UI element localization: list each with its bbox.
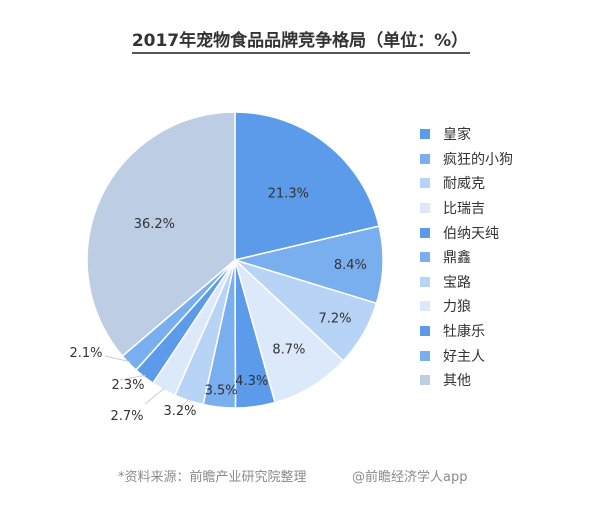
source-note: *资料来源：前瞻产业研究院整理 bbox=[118, 470, 307, 485]
legend-swatch bbox=[420, 375, 430, 386]
legend-item-4: 比瑞吉 bbox=[420, 196, 513, 221]
legend-label: 好主人 bbox=[443, 348, 485, 365]
slice-label-9: 2.3% bbox=[111, 378, 144, 393]
leader-line-9 bbox=[119, 374, 146, 381]
legend-swatch bbox=[420, 326, 430, 337]
legend-swatch bbox=[420, 153, 430, 164]
leader-line-8 bbox=[144, 387, 165, 405]
credit-note: @前瞻经济学人app bbox=[352, 470, 468, 485]
slice-label-1: 21.3% bbox=[268, 187, 309, 202]
legend-label: 比瑞吉 bbox=[443, 201, 485, 218]
legend-item-10: 好主人 bbox=[420, 343, 513, 368]
legend-swatch bbox=[420, 129, 430, 140]
legend-label: 皇家 bbox=[443, 127, 471, 144]
leader-line-7 bbox=[179, 398, 190, 409]
legend-swatch bbox=[420, 178, 430, 189]
slice-label-10: 2.1% bbox=[69, 346, 102, 361]
legend-label: 疯狂的小狗 bbox=[443, 151, 513, 168]
legend-swatch bbox=[420, 276, 430, 287]
legend-item-8: 力狼 bbox=[420, 294, 513, 319]
title-underline bbox=[132, 52, 470, 54]
slice-label-2: 8.4% bbox=[334, 258, 367, 273]
legend-swatch bbox=[420, 350, 430, 361]
legend-swatch bbox=[420, 301, 430, 312]
pie-slice-11 bbox=[86, 111, 236, 358]
slice-label-8: 2.7% bbox=[110, 409, 143, 424]
legend-swatch bbox=[420, 203, 430, 214]
slice-label-6: 3.5% bbox=[205, 384, 238, 399]
legend-item-5: 伯纳天纯 bbox=[420, 220, 513, 245]
legend-label: 伯纳天纯 bbox=[443, 225, 499, 242]
slice-label-5: 4.3% bbox=[235, 374, 268, 389]
legend-label: 宝路 bbox=[443, 274, 471, 291]
legend-label: 鼎鑫 bbox=[443, 250, 471, 267]
slice-label-4: 8.7% bbox=[272, 343, 305, 358]
legend-item-1: 皇家 bbox=[420, 122, 513, 147]
legend-label: 耐威克 bbox=[443, 176, 485, 193]
legend-item-11: 其他 bbox=[420, 368, 513, 393]
legend-item-6: 鼎鑫 bbox=[420, 245, 513, 270]
legend-label: 其他 bbox=[443, 373, 471, 390]
legend-item-2: 疯狂的小狗 bbox=[420, 147, 513, 172]
legend-swatch bbox=[420, 252, 430, 263]
slice-label-7: 3.2% bbox=[163, 404, 196, 419]
legend-item-7: 宝路 bbox=[420, 270, 513, 295]
legend-label: 力狼 bbox=[443, 299, 471, 316]
legend: 皇家疯狂的小狗耐威克比瑞吉伯纳天纯鼎鑫宝路力狼牡康乐好主人其他 bbox=[420, 122, 513, 393]
leader-line-10 bbox=[104, 355, 131, 363]
legend-item-3: 耐威克 bbox=[420, 171, 513, 196]
legend-item-9: 牡康乐 bbox=[420, 319, 513, 344]
legend-label: 牡康乐 bbox=[443, 324, 485, 341]
slice-label-11: 36.2% bbox=[134, 217, 175, 232]
slice-label-3: 7.2% bbox=[318, 312, 351, 327]
pie-slice-1 bbox=[234, 111, 380, 261]
chart-title: 2017年宠物食品品牌竞争格局（单位：%） bbox=[131, 31, 469, 51]
legend-swatch bbox=[420, 227, 430, 238]
